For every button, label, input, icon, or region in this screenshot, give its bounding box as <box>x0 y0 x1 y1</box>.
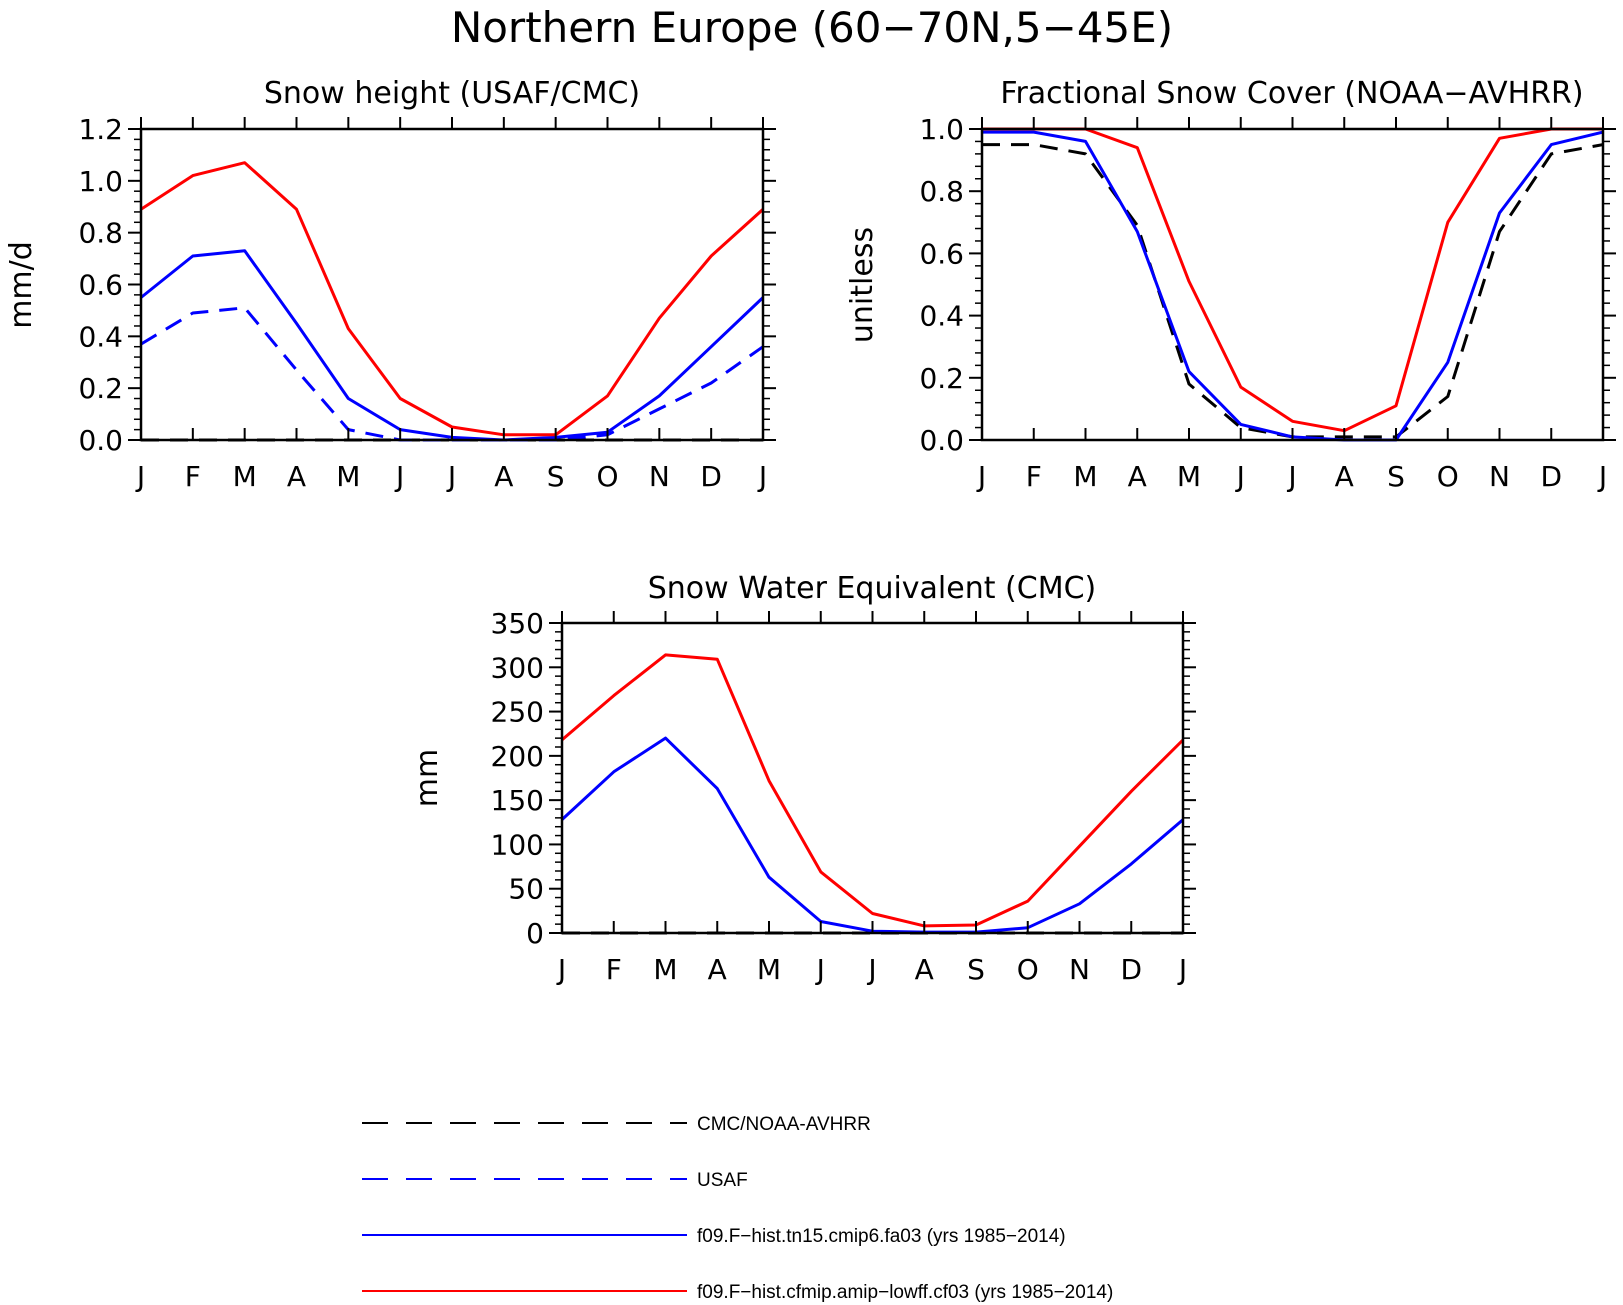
panel-title: Snow height (USAF/CMC) <box>264 76 640 111</box>
legend-label: USAF <box>697 1170 748 1191</box>
y-tick-label: 0.6 <box>78 269 123 302</box>
series-line-model_tn15 <box>982 130 1603 442</box>
plot-frame <box>980 127 1605 442</box>
x-tick-label: O <box>1017 953 1039 986</box>
x-tick-label: J <box>757 460 767 493</box>
x-tick-label: A <box>494 460 513 493</box>
y-axis-label: unitless <box>845 227 880 343</box>
y-tick-label: 0.2 <box>919 362 964 395</box>
x-tick-label: A <box>708 953 727 986</box>
x-tick-label: S <box>1387 460 1405 493</box>
y-tick-label: 250 <box>491 696 544 729</box>
x-tick-label: J <box>1177 953 1187 986</box>
x-tick-label: F <box>1026 460 1042 493</box>
x-tick-label: M <box>336 460 360 493</box>
x-tick-label: S <box>967 953 985 986</box>
x-tick-label: J <box>135 460 145 493</box>
y-tick-label: 200 <box>491 740 544 773</box>
x-tick-label: J <box>1235 460 1245 493</box>
y-tick-label: 0.0 <box>919 424 964 457</box>
y-tick-label: 150 <box>491 784 544 817</box>
x-tick-label: J <box>446 460 456 493</box>
x-tick-label: N <box>1069 953 1090 986</box>
figure-title: Northern Europe (60−70N,5−45E) <box>451 3 1173 52</box>
series-line-model_tn15 <box>141 249 763 442</box>
plot-frame <box>139 127 765 442</box>
x-tick-label: F <box>185 460 201 493</box>
y-tick-label: 0.6 <box>919 237 964 270</box>
x-tick-label: J <box>394 460 404 493</box>
x-tick-label: M <box>1073 460 1097 493</box>
series-line-model_cf03 <box>562 653 1183 928</box>
legend-label: f09.F−hist.tn15.cmip6.fa03 (yrs 1985−201… <box>697 1226 1066 1247</box>
y-tick-label: 300 <box>491 651 544 684</box>
x-tick-label: D <box>700 460 722 493</box>
panel-title: Fractional Snow Cover (NOAA−AVHRR) <box>1000 76 1583 111</box>
y-tick-label: 1.0 <box>919 113 964 146</box>
series-line-obs_black <box>982 143 1603 439</box>
y-axis-label: mm <box>410 749 445 807</box>
x-tick-label: J <box>976 460 986 493</box>
legend-label: CMC/NOAA-AVHRR <box>697 1114 871 1135</box>
x-tick-label: N <box>649 460 670 493</box>
x-tick-label: O <box>596 460 618 493</box>
y-tick-label: 1.0 <box>78 165 123 198</box>
x-tick-label: J <box>1597 460 1607 493</box>
y-tick-label: 0.0 <box>78 424 123 457</box>
legend: CMC/NOAA-AVHRR USAF f09.F−hist.tn15.cmip6.… <box>362 1114 1113 1303</box>
x-tick-label: M <box>653 953 677 986</box>
x-tick-label: S <box>547 460 565 493</box>
legend-label: f09.F−hist.cfmip.amip−lowff.cf03 (yrs 19… <box>697 1282 1113 1303</box>
y-tick-label: 0.4 <box>919 300 964 333</box>
x-tick-label: F <box>606 953 622 986</box>
series-line-model_cf03 <box>982 127 1603 433</box>
y-tick-label: 0.8 <box>78 217 123 250</box>
x-tick-label: M <box>1177 460 1201 493</box>
x-tick-label: M <box>233 460 257 493</box>
x-tick-label: N <box>1489 460 1510 493</box>
x-tick-label: O <box>1437 460 1459 493</box>
y-tick-label: 0.2 <box>78 372 123 405</box>
x-tick-label: D <box>1120 953 1142 986</box>
y-tick-label: 350 <box>491 607 544 640</box>
plot-frame <box>560 621 1185 935</box>
y-tick-label: 1.2 <box>78 113 123 146</box>
x-tick-label: A <box>1128 460 1147 493</box>
y-tick-label: 0.8 <box>919 175 964 208</box>
x-tick-label: M <box>757 953 781 986</box>
x-tick-label: J <box>556 953 566 986</box>
panel-title: Snow Water Equivalent (CMC) <box>648 571 1096 606</box>
y-tick-label: 50 <box>508 873 544 906</box>
x-tick-label: A <box>915 953 934 986</box>
x-tick-label: J <box>1286 460 1296 493</box>
x-tick-label: D <box>1540 460 1562 493</box>
x-tick-label: A <box>1335 460 1354 493</box>
series-line-obs_blue <box>141 306 763 442</box>
y-tick-label: 0.4 <box>78 320 123 353</box>
y-tick-label: 100 <box>491 828 544 861</box>
y-tick-label: 0 <box>526 917 544 950</box>
series-line-model_cf03 <box>141 161 763 437</box>
x-tick-label: J <box>866 953 876 986</box>
x-tick-label: A <box>287 460 306 493</box>
x-tick-label: J <box>815 953 825 986</box>
panel-snow-cover: Fractional Snow Cover (NOAA−AVHRR) unitl… <box>845 76 1616 493</box>
y-axis-label: mm/d <box>4 241 39 329</box>
